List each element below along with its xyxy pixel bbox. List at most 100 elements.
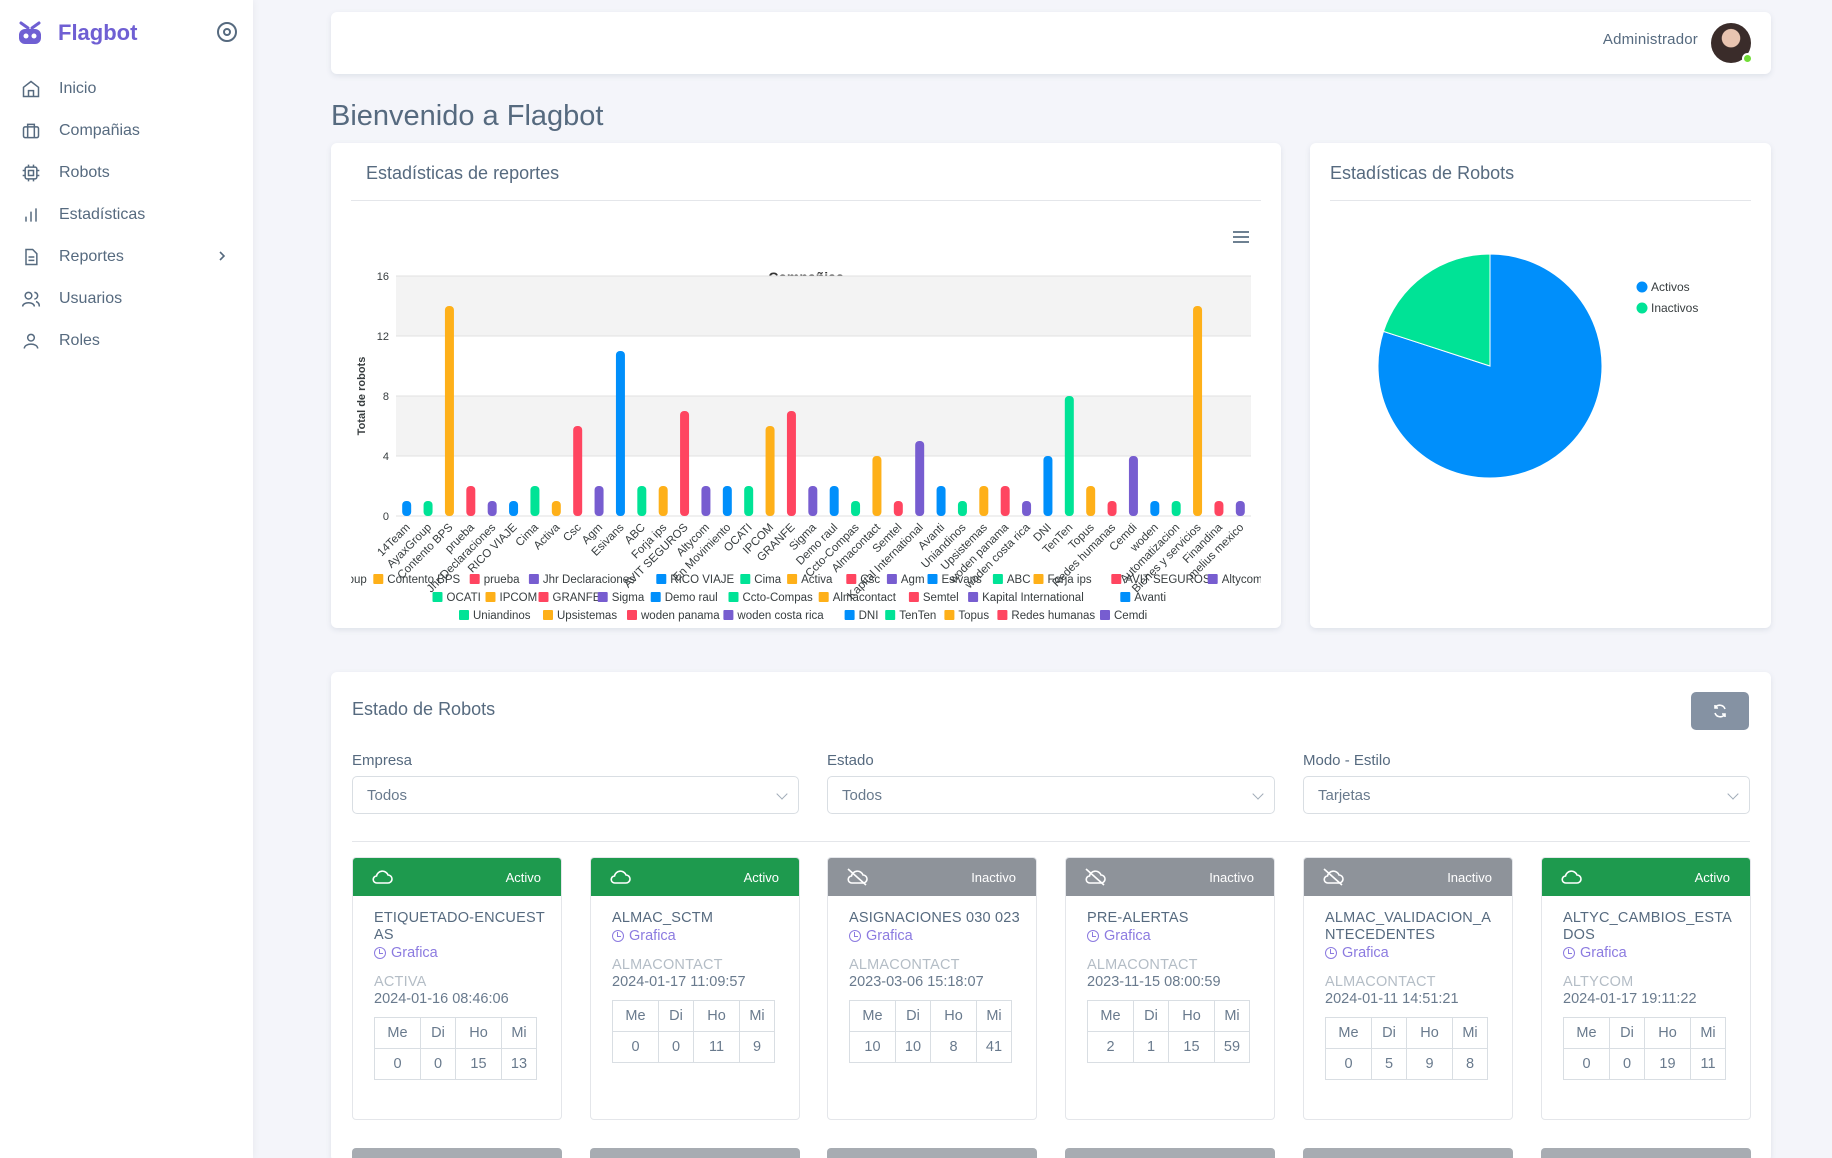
robot-card[interactable] xyxy=(352,1148,562,1158)
legend-item[interactable]: Redes humanas xyxy=(997,610,1095,622)
sidebar-item-inicio[interactable]: Inicio xyxy=(20,68,237,110)
legend-item[interactable]: Altycom xyxy=(1207,574,1261,586)
bar[interactable] xyxy=(1193,306,1203,516)
legend-item[interactable]: Cima xyxy=(740,574,782,586)
bar[interactable] xyxy=(444,306,454,516)
sidebar-item-robots[interactable]: Robots xyxy=(20,152,237,194)
legend-item[interactable]: AVIT SEGUROS xyxy=(1111,574,1211,586)
legend-item[interactable]: Uniandinos xyxy=(459,610,531,622)
bar[interactable] xyxy=(701,486,711,516)
legend-item[interactable]: Activos xyxy=(1636,280,1690,294)
bar[interactable] xyxy=(680,411,690,516)
bar[interactable] xyxy=(744,486,754,516)
legend-item[interactable]: prueba xyxy=(469,574,520,586)
robot-card[interactable] xyxy=(827,1148,1037,1158)
bar[interactable] xyxy=(1214,501,1224,516)
legend-item[interactable]: Semtel xyxy=(908,592,959,604)
legend-item[interactable]: Inactivos xyxy=(1636,301,1699,315)
bar[interactable] xyxy=(551,501,561,516)
refresh-button[interactable] xyxy=(1691,692,1749,730)
legend-item[interactable]: Almacontact xyxy=(818,592,897,604)
legend-item[interactable]: Agm xyxy=(886,574,925,586)
robot-card[interactable]: Activo ALMAC_SCTM Grafica ALMACONTACT 2024-0… xyxy=(590,857,800,1120)
legend-item[interactable]: Contento BPS xyxy=(373,574,461,586)
bar[interactable] xyxy=(1128,456,1138,516)
bar[interactable] xyxy=(1107,501,1117,516)
bar[interactable] xyxy=(957,501,967,516)
robot-card[interactable] xyxy=(1303,1148,1513,1158)
bar[interactable] xyxy=(765,426,775,516)
legend-item[interactable]: Topus xyxy=(944,610,989,622)
bar[interactable] xyxy=(1235,501,1245,516)
legend-item[interactable]: TenTen xyxy=(885,610,936,622)
robot-chart-link[interactable]: Grafica xyxy=(849,928,913,944)
filter-estado-select[interactable]: Todos xyxy=(827,776,1275,814)
bar[interactable] xyxy=(829,486,839,516)
legend-item[interactable]: Esivans xyxy=(927,574,983,586)
bar[interactable] xyxy=(1043,456,1053,516)
bar[interactable] xyxy=(893,501,903,516)
legend-item[interactable]: woden panama xyxy=(627,610,720,622)
legend-item[interactable]: Jhr Declaraciones xyxy=(528,574,635,586)
bar[interactable] xyxy=(509,501,519,516)
robot-card[interactable]: Inactivo ASIGNACIONES 030 023 Grafica ALMAC… xyxy=(827,857,1037,1120)
legend-item[interactable]: OCATI xyxy=(432,592,481,604)
robot-card[interactable]: Activo ETIQUETADO-ENCUESTAS Grafica ACTIVA 2… xyxy=(352,857,562,1120)
bar[interactable] xyxy=(1150,501,1160,516)
robot-chart-link[interactable]: Grafica xyxy=(374,945,438,961)
legend-item[interactable]: RICO VIAJE xyxy=(656,574,735,586)
robot-chart-link[interactable]: Grafica xyxy=(1325,945,1389,961)
legend-item[interactable]: DNI xyxy=(844,610,879,622)
bar[interactable] xyxy=(915,441,925,516)
robot-card[interactable]: Inactivo ALMAC_VALIDACION_ANTECEDENTES Gra… xyxy=(1303,857,1513,1120)
legend-item[interactable]: Demo raul xyxy=(650,592,718,604)
bar[interactable] xyxy=(1171,501,1181,516)
bar[interactable] xyxy=(872,456,882,516)
hamburger-menu-icon[interactable] xyxy=(1233,231,1249,243)
sidebar-item-roles[interactable]: Roles xyxy=(20,320,237,362)
legend-item[interactable]: GRANFE xyxy=(538,592,601,604)
robot-chart-link[interactable]: Grafica xyxy=(612,928,676,944)
sidebar-item-companias[interactable]: Compañias xyxy=(20,110,237,152)
legend-item[interactable]: Cemdi xyxy=(1100,610,1147,622)
legend-item[interactable]: Csc xyxy=(846,574,880,586)
bar[interactable] xyxy=(594,486,604,516)
legend-item[interactable]: Ccto-Compas xyxy=(728,592,814,604)
legend-item[interactable]: woden costa rica xyxy=(723,610,824,622)
bar[interactable] xyxy=(1022,501,1032,516)
legend-item[interactable]: ABC xyxy=(992,574,1031,586)
pie-slice[interactable] xyxy=(1382,253,1491,367)
bar[interactable] xyxy=(979,486,989,516)
legend-item[interactable]: Avanti xyxy=(1120,592,1166,604)
bar[interactable] xyxy=(1086,486,1096,516)
bar[interactable] xyxy=(1000,486,1010,516)
sidebar-item-estadisticas[interactable]: Estadísticas xyxy=(20,194,237,236)
bar[interactable] xyxy=(466,486,476,516)
sidebar-item-usuarios[interactable]: Usuarios xyxy=(20,278,237,320)
sidebar-toggle-icon[interactable] xyxy=(217,22,237,42)
legend-item[interactable]: Upsistemas xyxy=(543,610,617,622)
robot-chart-link[interactable]: Grafica xyxy=(1087,928,1151,944)
robot-card[interactable]: Activo ALTYC_CAMBIOS_ESTADOS Grafica ALTYCO… xyxy=(1541,857,1751,1120)
bar[interactable] xyxy=(658,486,668,516)
legend-item[interactable]: AyaxGroup xyxy=(351,574,367,586)
bar[interactable] xyxy=(851,501,861,516)
bar[interactable] xyxy=(487,501,497,516)
bar[interactable] xyxy=(786,411,796,516)
bar[interactable] xyxy=(808,486,818,516)
bar[interactable] xyxy=(637,486,647,516)
robot-chart-link[interactable]: Grafica xyxy=(1563,945,1627,961)
bar[interactable] xyxy=(722,486,732,516)
bar[interactable] xyxy=(615,351,625,516)
filter-empresa-select[interactable]: Todos xyxy=(352,776,799,814)
legend-item[interactable]: Kapital International xyxy=(968,592,1084,604)
bar[interactable] xyxy=(573,426,583,516)
brand[interactable]: Flagbot xyxy=(16,18,237,48)
legend-item[interactable]: Forja ips xyxy=(1033,574,1092,586)
robot-card[interactable] xyxy=(590,1148,800,1158)
legend-item[interactable]: Sigma xyxy=(597,592,645,604)
bar[interactable] xyxy=(423,501,433,516)
robot-card[interactable] xyxy=(1065,1148,1275,1158)
legend-item[interactable]: IPCOM xyxy=(485,592,538,604)
bar[interactable] xyxy=(936,486,946,516)
